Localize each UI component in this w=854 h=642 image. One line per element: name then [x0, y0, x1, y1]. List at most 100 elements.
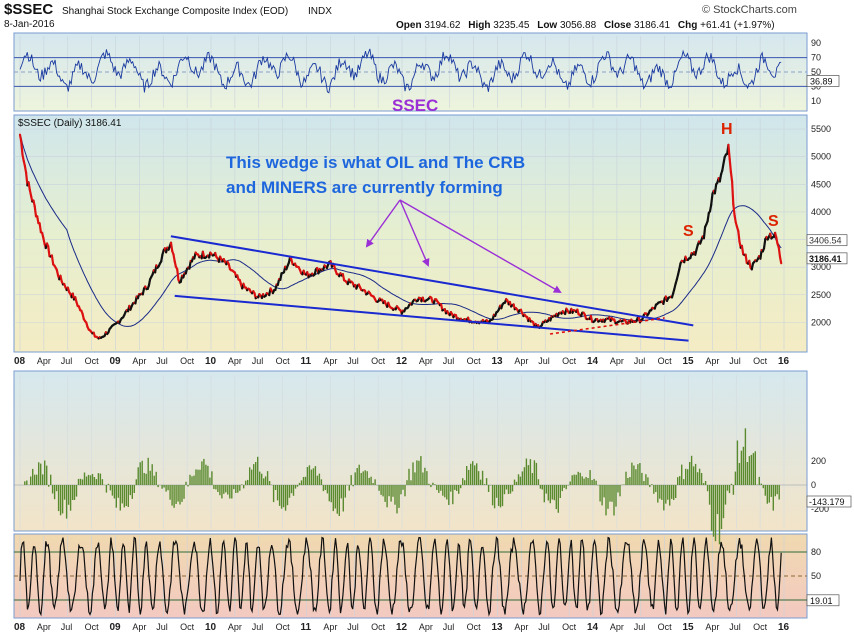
header-date: 8-Jan-2016 — [4, 19, 55, 30]
price-x-tick-label: Oct — [85, 356, 100, 366]
price-segment — [23, 164, 28, 174]
price-segment — [740, 244, 745, 256]
price-x-tick-label: 09 — [110, 356, 122, 367]
macd-y-tick-label: -200 — [811, 504, 829, 514]
price-x-tick-label: Oct — [371, 356, 386, 366]
callout-line-2: and MINERS are currently forming — [226, 178, 503, 197]
low-label: Low — [537, 20, 558, 31]
header-index-name: Shanghai Stock Exchange Composite Index … — [62, 6, 289, 17]
price-segment — [38, 222, 43, 234]
price-segment — [762, 238, 767, 250]
osc-x-tick-label: Oct — [467, 622, 482, 632]
price-x-tick-label: Oct — [180, 356, 195, 366]
rsi-y-tick-label: 70 — [811, 53, 821, 63]
price-x-tick-label: 13 — [492, 356, 504, 367]
price-segment — [50, 254, 55, 266]
header-exchange: INDX — [308, 6, 332, 17]
close-value: 3186.41 — [633, 20, 671, 31]
price-segment — [759, 249, 763, 260]
macd-panel — [13, 370, 808, 532]
osc-x-tick-label: Oct — [371, 622, 386, 632]
price-segment — [36, 215, 40, 225]
price-segment — [188, 259, 192, 270]
price-x-tick-label: Oct — [562, 356, 577, 366]
price-x-tick-label: 08 — [14, 356, 26, 367]
osc-x-tick-label: Oct — [85, 622, 100, 632]
osc-x-tick-label: 13 — [492, 622, 504, 633]
osc-x-tick-label: 09 — [110, 622, 122, 633]
price-x-tick-label: Oct — [753, 356, 768, 366]
price-segment — [172, 253, 176, 263]
osc-x-tick-label: Jul — [347, 622, 359, 632]
price-x-tick-label: 15 — [683, 356, 695, 367]
price-y-tick-label: 2000 — [811, 317, 831, 327]
price-panel — [13, 114, 808, 353]
osc-x-tick-label: Apr — [37, 622, 51, 632]
oscillator-line — [19, 536, 782, 617]
osc-last-value-label: 19.01 — [810, 596, 833, 606]
open-value: 3194.62 — [424, 20, 461, 31]
osc-x-tick-label: Oct — [180, 622, 195, 632]
price-y-tick-label: 4500 — [811, 179, 831, 189]
osc-x-tick-label: Oct — [276, 622, 291, 632]
osc-x-tick-label: 16 — [778, 622, 790, 633]
rsi-last-value-label: 36.89 — [810, 76, 833, 86]
price-segment — [713, 183, 718, 195]
osc-last-value-box — [806, 594, 840, 607]
osc-x-tick-label: Jul — [156, 622, 168, 632]
price-x-tick-label: Apr — [323, 356, 337, 366]
price-segment — [708, 203, 713, 213]
price-segment — [728, 158, 733, 174]
price-x-tick-label: Jul — [347, 356, 359, 366]
price-x-tick-label: Apr — [610, 356, 624, 366]
osc-x-tick-label: 10 — [205, 622, 217, 633]
price-x-tick-label: Apr — [37, 356, 51, 366]
price-x-tick-label: Apr — [705, 356, 719, 366]
price-segment — [777, 246, 782, 258]
price-segment — [748, 259, 752, 269]
header-watermark: © StockCharts.com — [702, 4, 797, 16]
price-x-tick-label: Jul — [729, 356, 741, 366]
price-x-tick-label: 11 — [301, 356, 312, 367]
wedge-lower-line — [174, 294, 689, 342]
price-x-tick-label: Apr — [419, 356, 433, 366]
rsi-y-tick-label: 90 — [811, 38, 821, 48]
price-last-value-box — [806, 252, 848, 265]
callout-arrow-1 — [365, 199, 401, 248]
osc-x-tick-label: Jul — [252, 622, 264, 632]
price-y-tick-label: 5500 — [811, 124, 831, 134]
price-segment — [729, 170, 734, 183]
series-layer — [18, 48, 783, 617]
price-segment — [730, 180, 735, 206]
price-x-tick-label: Oct — [276, 356, 291, 366]
price-x-tick-label: Apr — [228, 356, 242, 366]
price-segment — [737, 230, 741, 243]
osc-y-tick-label: 50 — [811, 571, 821, 581]
osc-x-tick-label: 14 — [587, 622, 599, 633]
osc-x-tick-label: Jul — [538, 622, 550, 632]
support-dashed-line — [549, 317, 665, 335]
wedge-upper-line — [170, 235, 694, 327]
osc-x-tick-label: Apr — [610, 622, 624, 632]
price-segment — [47, 245, 51, 258]
osc-x-tick-label: Apr — [514, 622, 528, 632]
high-value: 3235.45 — [493, 20, 530, 31]
price-y-tick-label: 4000 — [811, 207, 831, 217]
price-x-tick-label: Apr — [514, 356, 528, 366]
axis-layer: 08 Apr Jul Oct 09 Apr Jul Oct 10 Apr Jul Oct 11 Apr Ju… — [14, 38, 852, 633]
price-segment — [176, 268, 180, 281]
rsi-line — [19, 48, 782, 94]
osc-x-tick-label: Apr — [228, 622, 242, 632]
osc-x-tick-label: 15 — [683, 622, 695, 633]
osc-x-tick-label: Oct — [562, 622, 577, 632]
price-x-tick-label: 10 — [205, 356, 217, 367]
callout-arrow-2 — [399, 199, 430, 267]
osc-x-tick-label: Apr — [323, 622, 337, 632]
osc-x-tick-label: Jul — [61, 622, 73, 632]
price-x-tick-label: Jul — [156, 356, 168, 366]
price-y-tick-label: 3000 — [811, 262, 831, 272]
price-legend: $SSEC (Daily) 3186.41 — [18, 118, 122, 129]
price-last-value-box — [806, 234, 848, 247]
